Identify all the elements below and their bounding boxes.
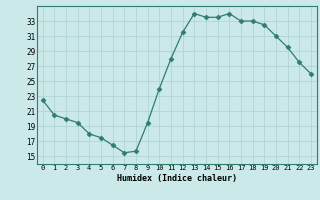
X-axis label: Humidex (Indice chaleur): Humidex (Indice chaleur) bbox=[117, 174, 237, 183]
